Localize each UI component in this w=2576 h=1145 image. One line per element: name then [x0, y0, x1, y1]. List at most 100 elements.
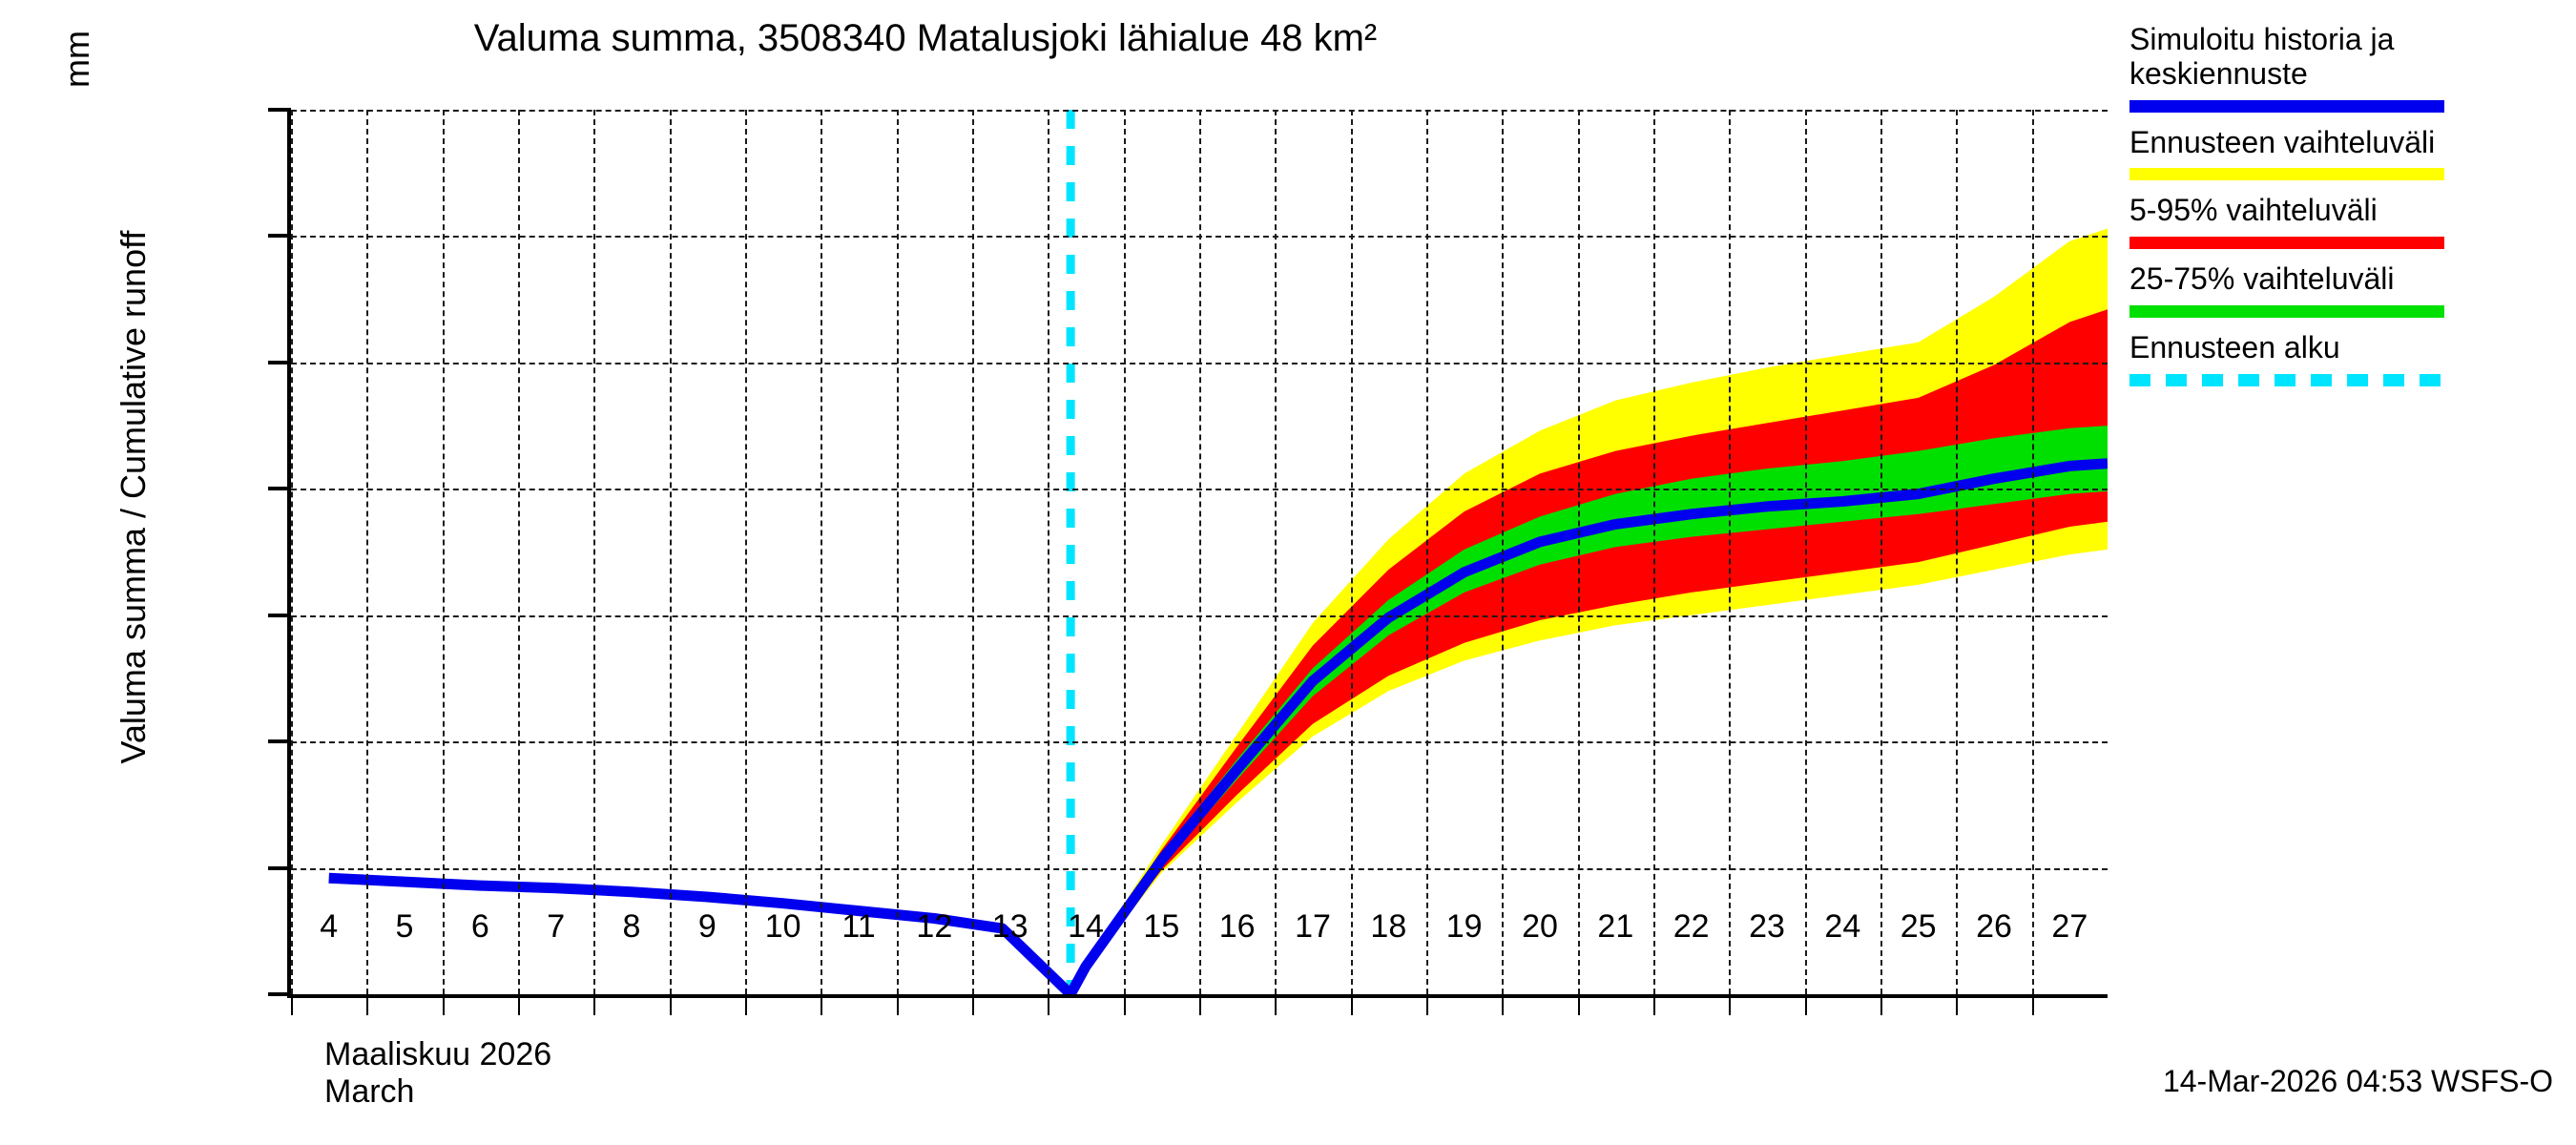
x-axis-tick-label: 14	[1068, 908, 1104, 945]
x-axis-tick	[972, 998, 974, 1015]
band-p25-p75	[1070, 426, 2108, 994]
x-axis-tick-label: 5	[395, 908, 414, 945]
gridline-vertical	[745, 110, 747, 994]
legend-label: Ennusteen alku	[2129, 330, 2340, 365]
x-axis-tick-label: 12	[916, 908, 953, 945]
legend: Simuloitu historia ja keskiennuste Ennust…	[2129, 22, 2568, 400]
x-axis-tick	[1577, 998, 1580, 1015]
legend-swatch-yellow	[2129, 168, 2444, 181]
x-axis-tick-label: 4	[320, 908, 339, 945]
x-axis-tick	[1350, 998, 1353, 1015]
x-axis-caption: Maaliskuu 2026 March	[324, 1036, 551, 1111]
gridline-vertical	[972, 110, 974, 994]
legend-label: 5-95% vaihteluväli	[2129, 193, 2378, 228]
x-axis-tick-label: 13	[991, 908, 1028, 945]
x-axis-tick-label: 26	[1976, 908, 2012, 945]
y-axis-tick	[268, 613, 291, 617]
gridline-vertical	[593, 110, 596, 994]
x-axis-tick-label: 9	[697, 908, 717, 945]
x-axis-tick-label: 11	[841, 908, 876, 945]
legend-item[interactable]: 25-75% vaihteluväli	[2129, 261, 2568, 319]
y-axis-tick	[268, 992, 291, 996]
x-axis-tick-label: 6	[470, 908, 489, 945]
x-axis-tick	[1729, 998, 1732, 1015]
gridline-vertical	[669, 110, 672, 994]
x-axis-tick	[745, 998, 747, 1015]
gridline-vertical	[1653, 110, 1655, 994]
x-axis-tick-label: 7	[547, 908, 566, 945]
y-axis-tick	[268, 234, 291, 239]
x-axis-tick	[518, 998, 520, 1015]
legend-item[interactable]: Simuloitu historia ja keskiennuste	[2129, 22, 2568, 113]
gridline-vertical	[1729, 110, 1732, 994]
x-axis-tick-label: 25	[1900, 908, 1937, 945]
gridline-vertical	[1199, 110, 1201, 994]
gridline-vertical	[1426, 110, 1428, 994]
x-axis-tick	[1123, 998, 1126, 1015]
x-axis-tick	[1653, 998, 1655, 1015]
gridline-vertical	[518, 110, 520, 994]
y-axis-tick	[268, 360, 291, 364]
gridline-vertical	[442, 110, 445, 994]
band-full-range	[1070, 228, 2108, 994]
legend-swatch-green	[2129, 305, 2444, 319]
x-axis-tick-label: 21	[1597, 908, 1634, 945]
y-axis-unit: mm	[57, 31, 96, 88]
x-axis-tick	[1880, 998, 1882, 1015]
y-axis-tick	[268, 487, 291, 491]
gridline-vertical	[1350, 110, 1353, 994]
gridline-vertical	[291, 110, 293, 994]
x-axis-tick	[821, 998, 823, 1015]
y-axis-tick	[268, 739, 291, 744]
gridline-vertical	[2031, 110, 2034, 994]
x-axis-tick-label: 18	[1370, 908, 1407, 945]
x-axis-tick	[291, 998, 293, 1015]
x-axis-tick-label: 22	[1672, 908, 1710, 945]
x-axis-tick-label: 17	[1295, 908, 1331, 945]
legend-swatch-cyan	[2129, 373, 2444, 386]
gridline-vertical	[821, 110, 823, 994]
y-axis-tick	[268, 108, 291, 112]
x-axis-tick	[896, 998, 899, 1015]
x-axis-tick-label: 27	[2051, 908, 2088, 945]
gridline-vertical	[1804, 110, 1807, 994]
gridline-horizontal	[291, 110, 2108, 112]
x-axis-tick-label: 10	[764, 908, 801, 945]
x-axis-tick	[1275, 998, 1278, 1015]
y-axis-tick	[268, 865, 291, 870]
y-axis-label: Valuma summa / Cumulative runoff	[114, 230, 153, 764]
x-axis-tick-label: 19	[1445, 908, 1483, 945]
x-axis-tick	[1956, 998, 1959, 1015]
legend-swatch-blue	[2129, 99, 2444, 113]
gridline-vertical	[1956, 110, 1959, 994]
gridline-horizontal	[291, 614, 2108, 617]
legend-label: Ennusteen vaihteluväli	[2129, 124, 2436, 159]
x-axis-tick-label: 23	[1749, 908, 1785, 945]
legend-item[interactable]: Ennusteen vaihteluväli	[2129, 124, 2568, 181]
legend-item[interactable]: Ennusteen alku	[2129, 330, 2568, 386]
x-axis-tick-label: 20	[1522, 908, 1558, 945]
x-axis-tick	[1048, 998, 1050, 1015]
legend-item[interactable]: 5-95% vaihteluväli	[2129, 193, 2568, 250]
x-axis-tick	[1502, 998, 1505, 1015]
gridline-horizontal	[291, 489, 2108, 491]
plot-area	[268, 108, 2108, 1015]
gridline-vertical	[896, 110, 899, 994]
x-axis-tick	[593, 998, 596, 1015]
gridline-vertical	[1048, 110, 1050, 994]
x-axis-tick-label: 8	[622, 908, 641, 945]
legend-label: Simuloitu historia ja keskiennuste	[2129, 22, 2395, 91]
gridline-horizontal	[291, 867, 2108, 870]
x-axis-tick	[1199, 998, 1201, 1015]
x-axis-tick	[1426, 998, 1428, 1015]
x-axis-tick-label: 16	[1218, 908, 1256, 945]
x-axis-line	[287, 994, 2108, 998]
x-axis-tick-label: 15	[1143, 908, 1180, 945]
gridline-vertical	[1880, 110, 1882, 994]
x-axis-tick-label: 24	[1824, 908, 1861, 945]
x-axis-tick	[2031, 998, 2034, 1015]
legend-label: 25-75% vaihteluväli	[2129, 261, 2395, 297]
gridline-vertical	[1275, 110, 1278, 994]
gridline-horizontal	[291, 741, 2108, 744]
